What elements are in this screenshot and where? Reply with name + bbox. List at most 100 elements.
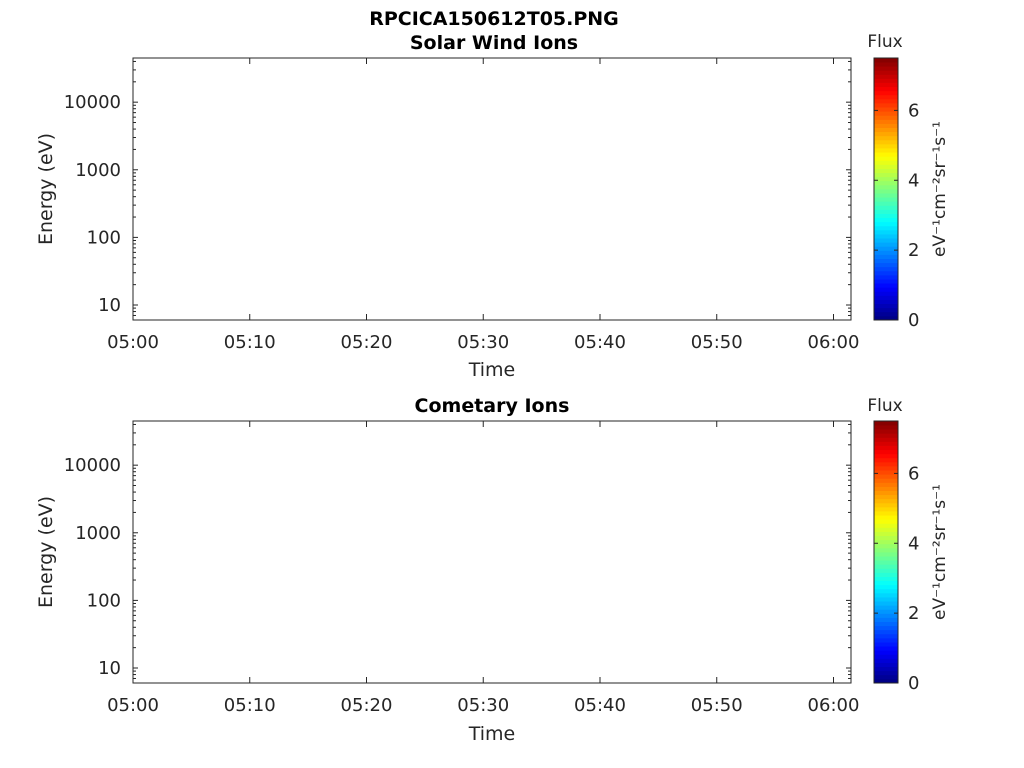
colorbar-frame — [873, 57, 899, 321]
colorbar-segment — [874, 519, 898, 524]
colorbar-segment — [874, 287, 898, 292]
x-axis: 05:00 05:10 05:20 05:30 05:40 05:50 06:00 — [107, 421, 859, 716]
y-tick-label: 10000 — [64, 455, 121, 476]
y-axis: 10 100 1000 10000 — [64, 423, 851, 684]
colorbar-segment — [874, 466, 898, 471]
colorbar-segment — [874, 172, 898, 178]
colorbar-segment — [874, 58, 898, 63]
x-axis: 05:00 05:10 05:20 05:30 05:40 05:50 06:00 — [107, 58, 859, 353]
colorbar-frame — [873, 420, 899, 684]
colorbar-segment — [874, 592, 898, 598]
colorbar-tick-label: 2 — [908, 603, 919, 624]
colorbar-segment — [874, 221, 898, 227]
x-tick-label: 05:50 — [691, 332, 743, 353]
colorbar-segment — [874, 556, 898, 561]
colorbar-segment — [874, 250, 898, 255]
colorbar-segment — [874, 584, 898, 590]
colorbar-segment — [874, 283, 898, 288]
colorbar-segment — [874, 70, 898, 75]
y-tick-label: 1000 — [75, 523, 121, 544]
colorbar-segment — [874, 238, 898, 243]
colorbar-segment — [874, 205, 898, 210]
colorbar-unit-label: eV⁻¹cm⁻²sr⁻¹s⁻¹ — [930, 121, 950, 257]
colorbar-segment — [874, 295, 898, 300]
colorbar-segment — [874, 254, 898, 259]
colorbar-tick-label: 0 — [908, 673, 919, 694]
colorbar-segment — [874, 103, 898, 108]
x-tick-label: 05:30 — [457, 695, 509, 716]
y-axis: 10 100 1000 10000 — [64, 60, 851, 321]
colorbar-segment — [874, 176, 898, 182]
colorbar-segment — [874, 201, 898, 206]
colorbar: 0 2 4 6 — [873, 420, 919, 694]
colorbar-segment — [874, 66, 898, 71]
colorbar-segment — [874, 597, 898, 602]
colorbar-segment — [874, 303, 898, 309]
panel-title: Cometary Ions — [415, 395, 570, 417]
colorbar-segment — [874, 421, 898, 426]
colorbar-segment — [874, 234, 898, 239]
colorbar-segment — [874, 225, 898, 231]
colorbar-segment — [874, 299, 898, 305]
colorbar-segment — [874, 511, 898, 516]
colorbar-segment — [874, 580, 898, 586]
colorbar-tick-label: 6 — [908, 463, 919, 484]
colorbar-segment — [874, 90, 898, 96]
x-axis-label: Time — [468, 359, 516, 381]
x-tick-label: 06:00 — [808, 332, 860, 353]
colorbar-segment — [874, 646, 898, 651]
x-tick-label: 05:20 — [341, 332, 393, 353]
colorbar-segment — [874, 523, 898, 528]
colorbar-segment — [874, 678, 898, 684]
colorbar-segment — [874, 617, 898, 622]
x-axis-label: Time — [468, 723, 516, 745]
colorbar-segment — [874, 449, 898, 455]
colorbar-segment — [874, 674, 898, 680]
colorbar-segment — [874, 86, 898, 92]
colorbar-segment — [874, 127, 898, 133]
colorbar-segment — [874, 242, 898, 247]
colorbar-segment — [874, 543, 898, 549]
colorbar-segment — [874, 658, 898, 663]
colorbar-segment — [874, 445, 898, 451]
x-tick-label: 05:00 — [107, 695, 159, 716]
colorbar-segment — [874, 160, 898, 165]
colorbar-segment — [874, 209, 898, 214]
colorbar-segment — [874, 605, 898, 610]
colorbar-segment — [874, 135, 898, 141]
x-tick-label: 05:20 — [341, 695, 393, 716]
colorbar-segment — [874, 539, 898, 545]
colorbar-segment — [874, 107, 898, 112]
colorbar-segment — [874, 217, 898, 223]
colorbar-segment — [874, 197, 898, 202]
figure-title: RPCICA150612T05.PNG — [369, 8, 619, 30]
colorbar-segment — [874, 311, 898, 317]
colorbar-segment — [874, 193, 898, 198]
colorbar-segment — [874, 123, 898, 128]
colorbar-segment — [874, 266, 898, 272]
y-tick-label: 100 — [87, 590, 121, 611]
x-tick-label: 05:10 — [224, 695, 276, 716]
colorbar-segment — [874, 425, 898, 430]
colorbar-segment — [874, 119, 898, 124]
y-tick-label: 10 — [98, 295, 121, 316]
colorbar-tick-label: 6 — [908, 100, 919, 121]
colorbar-segment — [874, 613, 898, 618]
colorbar-segment — [874, 642, 898, 647]
colorbar-segment — [874, 433, 898, 438]
colorbar-segment — [874, 478, 898, 483]
colorbar-segment — [874, 441, 898, 446]
colorbar-segment — [874, 453, 898, 459]
colorbar-segment — [874, 156, 898, 161]
colorbar-segment — [874, 143, 898, 149]
colorbar-segment — [874, 246, 898, 251]
y-tick-label: 100 — [87, 227, 121, 248]
x-tick-label: 05:50 — [691, 695, 743, 716]
colorbar-segment — [874, 547, 898, 553]
colorbar-segment — [874, 535, 898, 541]
colorbar-segment — [874, 94, 898, 100]
colorbar: 0 2 4 6 — [873, 57, 919, 331]
colorbar-segment — [874, 457, 898, 463]
